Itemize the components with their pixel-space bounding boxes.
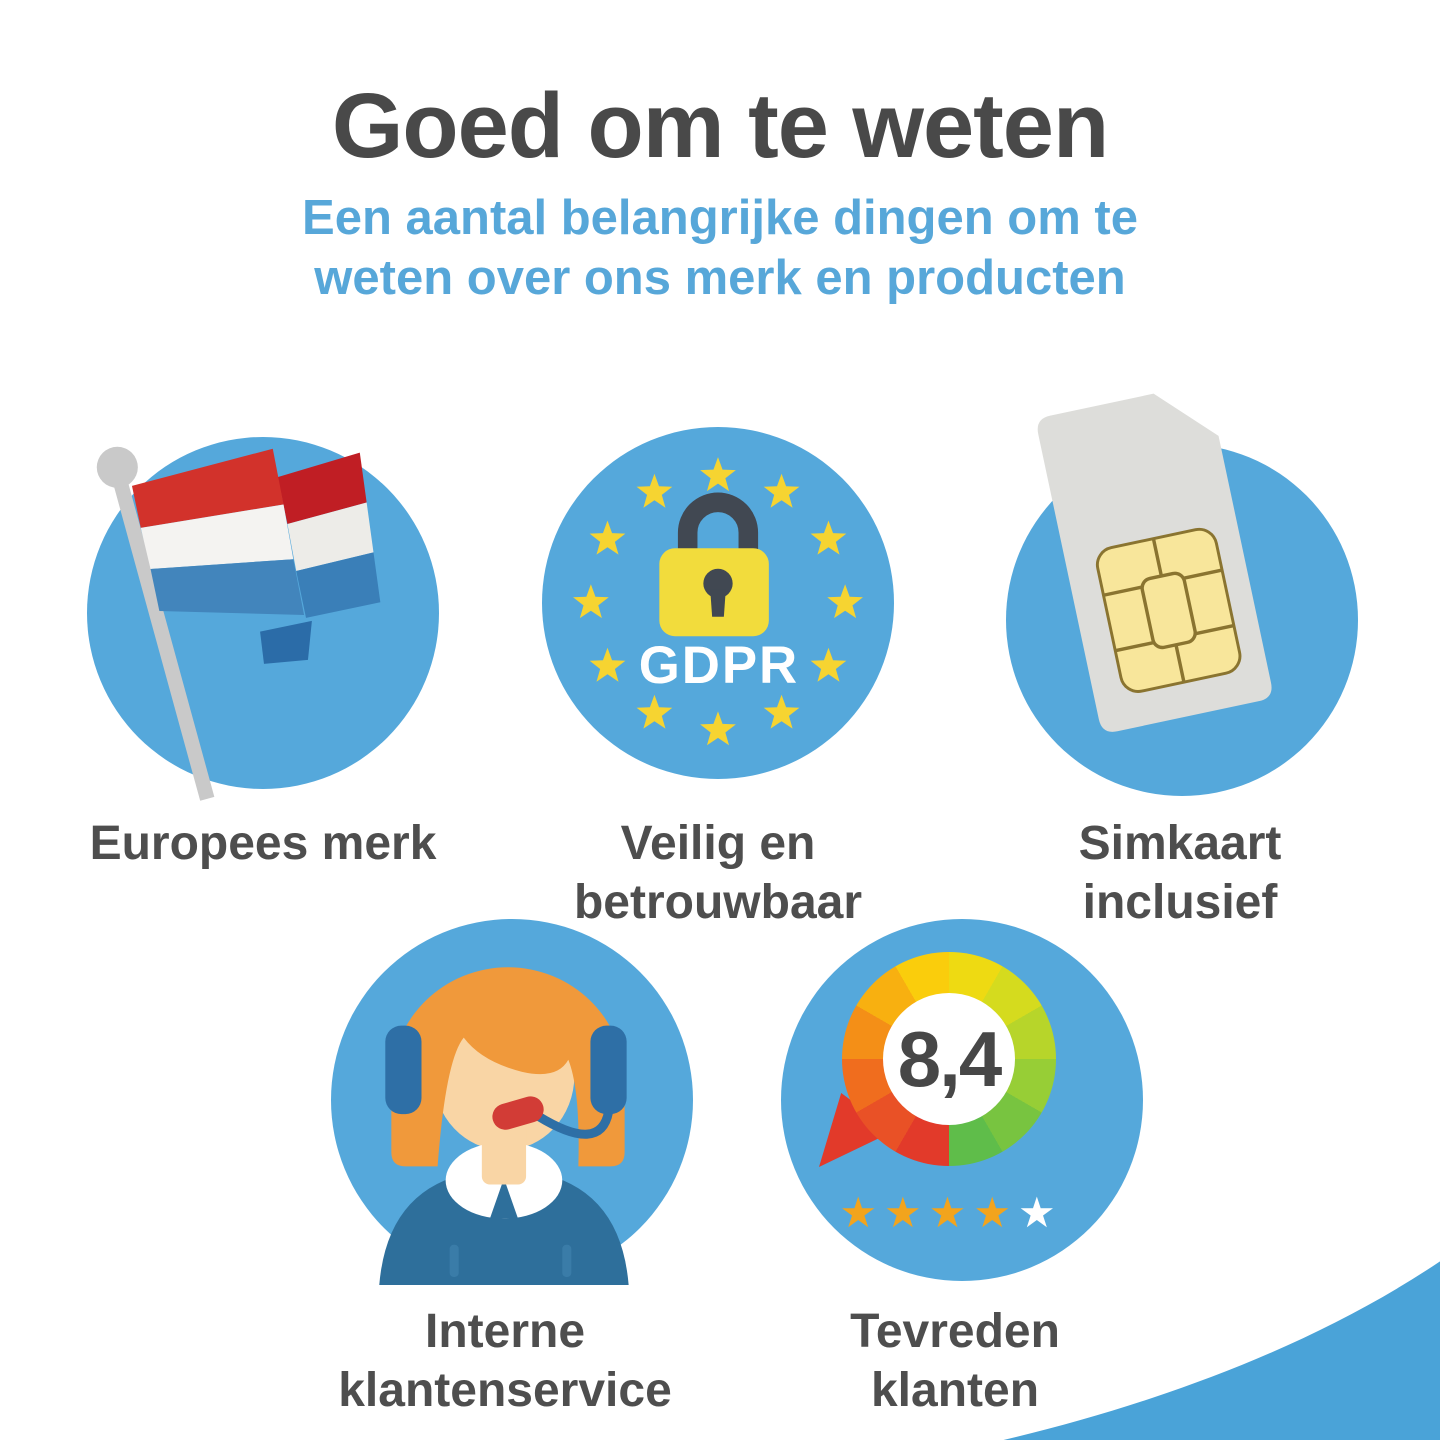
- page-subtitle-line2: weten over ons merk en producten: [314, 251, 1126, 305]
- feature-circle-sim-included: [1006, 393, 1358, 796]
- page-subtitle-line1: Een aantal belangrijke dingen om te: [302, 191, 1138, 245]
- dutch-flag-icon: [96, 446, 381, 801]
- padlock-icon: [659, 492, 769, 637]
- sim-chip: [1095, 527, 1242, 693]
- rating-score-bubble: 8,4: [883, 993, 1015, 1125]
- gdpr-lock-eu-stars-icon: GDPR: [573, 457, 863, 746]
- feature-circle-european-brand: [87, 437, 439, 801]
- feature-circle-safe-reliable: GDPR: [542, 427, 894, 779]
- headset-icon: [385, 1025, 627, 1139]
- star-filled-icon: ★: [839, 1188, 885, 1237]
- feature-label-safe-reliable: Veilig en betrouwbaar: [573, 817, 863, 929]
- star-filled-icon: ★: [928, 1188, 974, 1237]
- feature-label-customer-service: Interne klantenservice: [338, 1305, 672, 1417]
- headset-agent-icon: [379, 967, 629, 1286]
- feature-circle-satisfied-customers: 8,4 ★★★★★: [781, 919, 1143, 1281]
- sim-card-icon: [1037, 393, 1272, 732]
- feature-circle-customer-service: [331, 919, 693, 1286]
- feature-label-satisfied-customers: Tevreden klanten: [850, 1305, 1060, 1417]
- feature-label-european-brand: Europees merk: [89, 817, 437, 870]
- rating-stars: ★★★★★: [781, 1191, 1121, 1235]
- gdpr-badge-text: GDPR: [639, 636, 799, 695]
- star-filled-icon: ★: [884, 1188, 929, 1237]
- star-filled-icon: ★: [973, 1188, 1018, 1237]
- page-subtitle: Een aantal belangrijke dingen om te wete…: [0, 188, 1440, 308]
- feature-label-sim-included: Simkaart inclusief: [1078, 817, 1282, 929]
- star-empty-icon: ★: [1017, 1188, 1063, 1237]
- page-title: Goed om te weten: [331, 75, 1109, 177]
- rating-score: 8,4: [897, 1014, 1002, 1103]
